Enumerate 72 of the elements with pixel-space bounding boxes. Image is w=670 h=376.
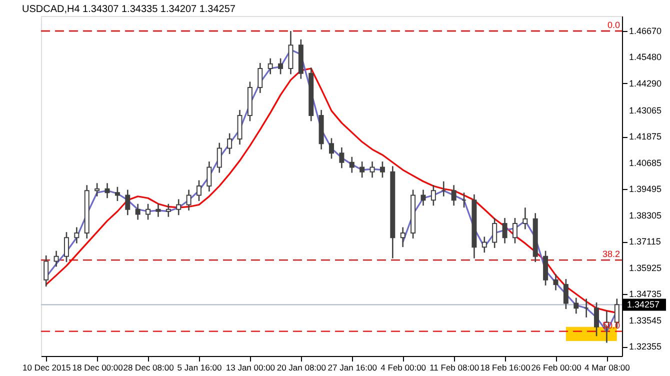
x-tick-label: 28 Dec 08:00 <box>123 362 174 372</box>
candlestick <box>420 189 426 206</box>
candlestick <box>451 184 456 206</box>
candlestick <box>574 297 579 314</box>
candlestick <box>74 226 80 244</box>
x-tick-label: 18 Dec 00:00 <box>72 362 124 372</box>
candlestick <box>400 226 406 248</box>
candlestick <box>482 236 487 254</box>
candlestick <box>146 203 151 220</box>
x-tick-label: 20 Jan 08:00 <box>276 362 326 372</box>
candlestick <box>44 254 49 288</box>
candlestick <box>563 278 568 310</box>
y-tick-label: 1.41875 <box>629 132 662 142</box>
candlestick <box>227 132 232 155</box>
candlestick <box>543 250 548 286</box>
candlestick <box>380 160 385 178</box>
x-tick-label: 11 Feb 08:00 <box>430 362 480 372</box>
y-tick-label: 1.46670 <box>629 26 662 36</box>
candlestick <box>360 160 365 178</box>
candlestick <box>553 274 558 291</box>
x-tick-label: 5 Jan 16:00 <box>177 362 222 372</box>
candlestick <box>502 217 508 244</box>
x-tick-label: 4 Feb 00:00 <box>380 362 426 372</box>
candlestick <box>114 186 120 202</box>
candlestick <box>166 203 171 218</box>
candlestick <box>288 30 294 75</box>
candlestick <box>329 138 334 160</box>
candlestick <box>339 146 344 169</box>
chart-title: USDCAD,H4 1.34307 1.34335 1.34207 1.34257 <box>22 4 236 15</box>
x-tick-label: 27 Jan 16:00 <box>328 362 378 372</box>
candlestick <box>594 302 600 337</box>
candlestick <box>216 142 222 174</box>
x-tick-label: 13 Jan 00:00 <box>226 362 276 372</box>
x-tick-label: 10 Dec 2015 <box>22 362 71 372</box>
candlestick <box>186 189 192 212</box>
annotation: 0.0 <box>607 20 620 30</box>
x-tick-label: 18 Feb 16:00 <box>480 362 531 372</box>
y-tick-label: 1.44290 <box>629 78 662 88</box>
y-tick-label: 1.32355 <box>629 342 662 352</box>
candlestick <box>176 198 182 216</box>
candlestick <box>522 206 528 230</box>
candlestick <box>278 58 284 75</box>
y-tick-label: 1.45480 <box>629 52 662 62</box>
y-tick-label: 1.43065 <box>629 105 662 116</box>
candlestick <box>125 189 130 216</box>
x-tick-label: 4 Mar 08:00 <box>584 362 630 372</box>
candlestick <box>258 62 263 94</box>
candlestick <box>156 203 161 218</box>
candlestick <box>206 160 212 192</box>
candlestick <box>104 182 110 199</box>
candlestick <box>512 217 518 244</box>
candlestick <box>268 58 273 75</box>
y-tick-label: 1.38305 <box>629 210 662 220</box>
candlestick <box>349 156 354 174</box>
annotation: 38.2 <box>602 249 620 260</box>
y-tick-label: 1.33545 <box>629 315 662 326</box>
candlestick <box>237 109 242 146</box>
candlestick <box>492 217 498 249</box>
candlestick <box>196 180 202 202</box>
candlestick <box>430 184 436 206</box>
candlestick <box>64 231 69 263</box>
y-tick-label: 1.40685 <box>629 158 662 168</box>
ref-line-label: 1.34257 <box>627 300 660 310</box>
y-tick-label: 1.39495 <box>629 184 662 194</box>
candlestick <box>94 182 100 198</box>
y-tick-label: 1.34735 <box>629 289 662 300</box>
y-tick-label: 1.35925 <box>629 262 662 273</box>
candlestick <box>135 203 140 220</box>
x-tick-label: 26 Feb 00:00 <box>531 362 582 372</box>
candlestick <box>54 250 59 268</box>
candlestick <box>370 160 375 178</box>
y-tick-label: 1.37115 <box>629 236 661 247</box>
